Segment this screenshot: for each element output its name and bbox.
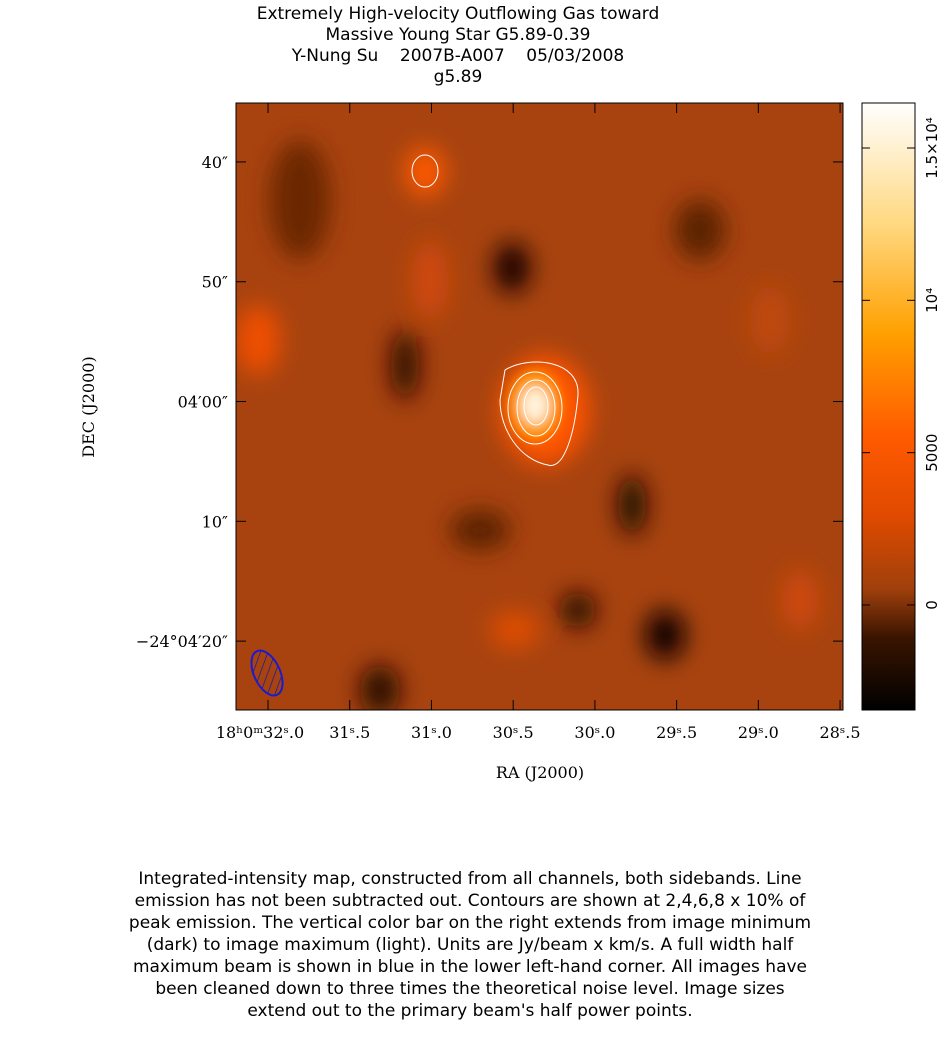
y-tick-label: 10″	[202, 512, 228, 531]
title-line: Massive Young Star G5.89-0.39	[326, 25, 591, 45]
x-tick-label: 31ˢ.0	[411, 723, 452, 742]
y-axis-label: DEC (J2000)	[79, 356, 98, 457]
colorbar-tick-label: 0	[923, 600, 939, 610]
map-frame	[235, 102, 844, 711]
y-tick-label: −24°04′20″	[136, 632, 228, 651]
title-line: Extremely High-velocity Outflowing Gas t…	[257, 4, 660, 24]
caption: Integrated-intensity map, constructed fr…	[129, 869, 811, 1021]
y-tick-label: 40″	[202, 153, 228, 172]
beam	[250, 649, 284, 697]
title-line: g5.89	[434, 67, 483, 87]
title-line: Y-Nung Su 2007B-A007 05/03/2008	[291, 46, 625, 66]
title-block: Extremely High-velocity Outflowing Gas t…	[257, 4, 660, 87]
colorbar	[861, 102, 916, 711]
y-tick-label: 04′00″	[178, 393, 228, 412]
caption-line: peak emission. The vertical color bar on…	[129, 913, 811, 933]
x-tick-label: 29ˢ.5	[656, 723, 697, 742]
intensity-map	[236, 103, 843, 710]
caption-line: extend out to the primary beam's half po…	[247, 1001, 692, 1021]
colorbar-tick-label: 5000	[923, 434, 939, 472]
x-tick-label: 29ˢ.0	[738, 723, 779, 742]
y-tick-label: 50″	[202, 273, 228, 292]
caption-line: maximum beam is shown in blue in the low…	[133, 957, 807, 977]
caption-line: Integrated-intensity map, constructed fr…	[138, 869, 801, 889]
colorbar-tick-label: 1.5×10⁴	[923, 117, 939, 179]
colorbar-tick-label: 10⁴	[923, 288, 939, 313]
caption-line: emission has not been subtracted out. Co…	[135, 891, 807, 911]
x-tick-label: 30ˢ.5	[493, 723, 534, 742]
x-axis-label: RA (J2000)	[496, 763, 584, 782]
x-tick-label: 18ʰ0ᵐ32ˢ.0	[216, 723, 304, 742]
x-tick-label: 30ˢ.0	[574, 723, 615, 742]
x-tick-label: 28ˢ.5	[820, 723, 861, 742]
x-tick-label: 31ˢ.5	[329, 723, 370, 742]
caption-line: been cleaned down to three times the the…	[155, 979, 784, 999]
caption-line: (dark) to image maximum (light). Units a…	[147, 935, 795, 955]
